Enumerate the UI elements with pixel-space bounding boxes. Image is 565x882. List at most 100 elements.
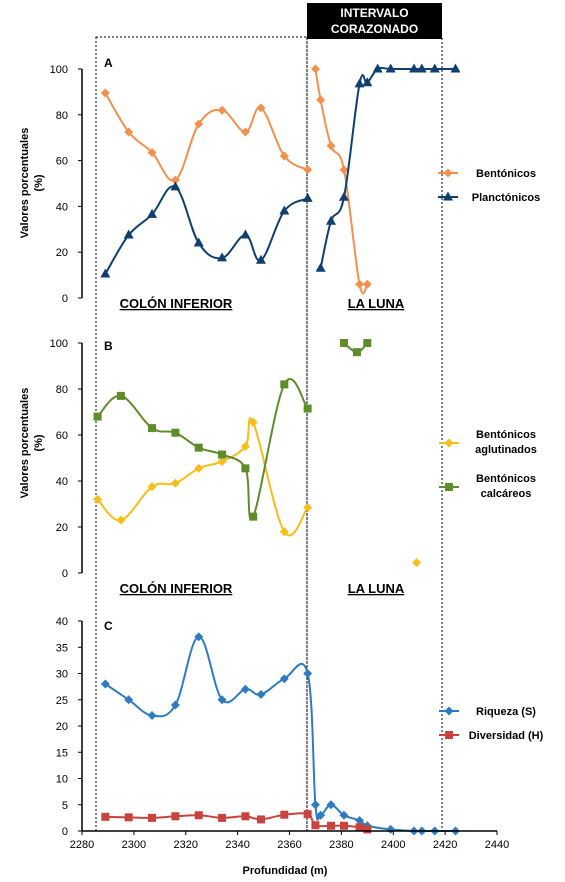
x-tick-label: 2300: [122, 839, 146, 851]
panel-b: 0 20 40 60 80 100 Valores porcentuales (%) B COLÓ…: [19, 338, 537, 596]
data-point: [303, 404, 312, 413]
x-tick-label: 2360: [277, 839, 301, 851]
data-point: [327, 821, 335, 830]
data-point: [217, 105, 227, 115]
data-point: [147, 711, 157, 720]
y-tick-label: 15: [56, 747, 68, 759]
data-point: [372, 63, 383, 73]
data-point: [194, 463, 204, 473]
series-line: [104, 635, 456, 833]
panel-letter: C: [104, 619, 113, 633]
zone-label-colon-inferior: COLÓN INFERIOR: [120, 296, 233, 311]
data-point: [240, 127, 250, 137]
data-point: [123, 229, 134, 239]
data-point: [100, 679, 110, 689]
data-point: [339, 821, 348, 830]
legend-entry: Diversidad (H): [439, 730, 544, 742]
data-point: [148, 813, 157, 822]
data-point: [363, 339, 372, 347]
data-point: [147, 148, 157, 158]
legend-label: Diversidad (H): [469, 730, 544, 742]
data-point: [339, 810, 349, 820]
data-point: [100, 88, 110, 98]
data-point: [326, 141, 336, 151]
data-point: [171, 428, 180, 437]
legend-label-line2: calcáreos: [481, 488, 532, 500]
data-point: [217, 252, 228, 262]
y-tick-label: 25: [56, 695, 68, 707]
data-point: [279, 151, 289, 161]
data-point: [310, 800, 320, 810]
data-point: [409, 63, 419, 73]
data-point: [170, 175, 180, 185]
y-tick-label: 40: [56, 201, 68, 213]
y-axis-label: Valores porcentuales: [19, 388, 31, 499]
y-tick-label: 20: [56, 247, 68, 259]
data-point: [240, 229, 251, 239]
y-tick-label: 40: [56, 476, 68, 488]
y-tick-label: 80: [56, 384, 68, 396]
data-point: [147, 482, 157, 492]
data-point: [303, 165, 313, 175]
data-point: [429, 63, 440, 73]
series-bent-nicos-calc-reos: [93, 339, 372, 521]
data-point: [170, 700, 180, 710]
data-point: [354, 78, 365, 88]
series-riqueza-s-: [100, 632, 460, 836]
legend-entry: Planctónicos: [438, 191, 540, 204]
data-point: [218, 450, 227, 459]
data-point: [256, 690, 266, 699]
interval-header-line1: INTERVALO: [340, 6, 408, 20]
y-tick-label: 35: [56, 642, 68, 654]
data-point: [93, 412, 102, 421]
x-axis-title: Profundidad (m): [243, 865, 328, 877]
panel-letter: B: [104, 339, 113, 353]
legend-entry: Bentónicos aglutinados: [439, 429, 537, 456]
data-point: [316, 95, 326, 105]
y-tick-label: 60: [56, 430, 68, 442]
data-point: [193, 237, 204, 247]
data-point: [124, 127, 134, 137]
data-point: [256, 103, 266, 113]
data-point: [116, 391, 125, 400]
data-point: [280, 810, 289, 819]
y-tick-label: 0: [62, 293, 68, 305]
data-point: [93, 494, 103, 504]
data-point: [363, 825, 372, 834]
cored-interval-region: [306, 36, 443, 832]
legend-swatch-marker: [443, 191, 453, 201]
data-point: [362, 77, 373, 87]
data-point: [255, 254, 266, 264]
data-point: [316, 810, 326, 820]
zone-label-colon-inferior: COLÓN INFERIOR: [120, 581, 233, 596]
interval-header-box: [307, 3, 442, 39]
x-tick-label: 2320: [174, 839, 198, 851]
data-point: [241, 812, 250, 821]
legend-label: Riqueza (S): [476, 706, 536, 718]
data-point: [311, 821, 320, 830]
data-point: [326, 215, 336, 225]
data-point: [147, 208, 158, 218]
legend-label-line2: aglutinados: [475, 444, 537, 456]
series-planct-nicos: [100, 63, 461, 278]
x-tick-label: 2280: [70, 839, 94, 851]
x-tick-label: 2420: [433, 839, 457, 851]
data-point: [355, 823, 364, 832]
data-point: [355, 279, 365, 289]
panel-a: 0 20 40 60 80 100 Valores porcentuales (%) A COLÓ…: [19, 56, 540, 311]
data-point: [303, 502, 313, 512]
legend-swatch-marker: [444, 706, 454, 716]
y-tick-label: 40: [56, 616, 68, 628]
legend-label: Bentónicos: [476, 168, 536, 180]
data-point: [302, 192, 313, 202]
series-line: [319, 66, 456, 269]
data-point: [412, 558, 422, 568]
series-line: [104, 185, 309, 275]
data-point: [194, 811, 203, 820]
x-tick-label: 2440: [485, 839, 509, 851]
data-point: [256, 815, 265, 824]
panel-c: 0 5 10 15 20 25 30 35 40 C Riqueza (S) Diversidad (…: [56, 616, 544, 851]
zone-label-la-luna: LA LUNA: [348, 296, 405, 311]
data-point: [279, 527, 289, 537]
data-point: [280, 380, 289, 389]
